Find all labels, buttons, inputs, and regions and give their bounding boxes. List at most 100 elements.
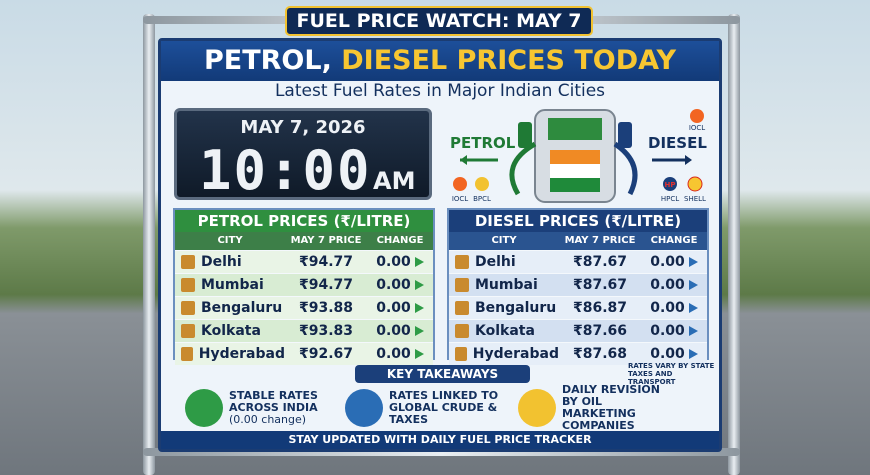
hose [613, 141, 638, 196]
logo-label: HPCL [661, 195, 679, 203]
table-row: Delhi ₹87.67 0.00 [449, 251, 707, 273]
change: 0.00 [650, 323, 685, 339]
arrow [685, 155, 692, 165]
price: ₹87.68 [572, 346, 628, 362]
change-arrow [414, 349, 424, 359]
city: Kolkata [201, 323, 261, 339]
city-icon [181, 255, 195, 269]
icon [345, 389, 383, 427]
city-cell: Delhi [175, 251, 285, 273]
table-row: Hyderabad ₹87.68 0.00 [449, 343, 707, 365]
column-header: CHANGE [376, 235, 424, 246]
city: Bengaluru [475, 300, 557, 316]
arrow [460, 155, 467, 165]
takeaway-text: RATES LINKED TO GLOBAL CRUDE & TAXES [389, 389, 499, 426]
pump-graphic: PETROL DIESEL IOCL IOCL BPCL HP HPCL SHE… [450, 109, 707, 203]
city-cell: Kolkata [449, 320, 559, 342]
takeaway: DAILY REVISION BY OIL MARKETING COMPANIE… [518, 383, 718, 432]
logo [690, 109, 704, 123]
city-cell: Mumbai [175, 274, 285, 296]
change-cell: 0.00 [641, 274, 707, 296]
logo [663, 177, 677, 191]
takeaway-text: DAILY REVISION BY OIL MARKETING COMPANIE… [562, 383, 660, 432]
city-icon [181, 347, 193, 361]
table-row: Mumbai ₹87.67 0.00 [449, 274, 707, 296]
city-cell: Mumbai [449, 274, 559, 296]
logo [453, 177, 467, 191]
price: ₹93.88 [298, 300, 354, 316]
logo-label: BPCL [473, 195, 491, 203]
takeaway: STABLE RATES ACROSS INDIA (0.00 change) [185, 386, 335, 430]
change-cell: 0.00 [367, 297, 433, 319]
pole [143, 14, 155, 475]
price: ₹94.77 [298, 254, 354, 270]
city-cell: Delhi [449, 251, 559, 273]
meridiem: AM [373, 167, 416, 195]
change-arrow [688, 257, 698, 267]
change: 0.00 [376, 277, 411, 293]
hose [509, 141, 537, 196]
change-arrow [414, 303, 424, 313]
petrol-label: PETROL [450, 134, 516, 152]
change-arrow [688, 303, 698, 313]
city: Mumbai [475, 277, 538, 293]
city-cell: Bengaluru [175, 297, 285, 319]
date: MAY 7, 2026 [240, 117, 366, 138]
table-row: Hyderabad ₹92.67 0.00 [175, 343, 433, 365]
change-arrow [414, 326, 424, 336]
city-icon [455, 347, 467, 361]
change: 0.00 [650, 300, 685, 316]
change-cell: 0.00 [367, 251, 433, 273]
city-icon [455, 301, 469, 315]
flag-band [550, 178, 600, 192]
title: PETROL, DIESEL PRICES TODAY [161, 41, 719, 81]
table-row: Bengaluru ₹86.87 0.00 [449, 297, 707, 319]
title-petrol: PETROL, [203, 45, 332, 76]
table-row: Kolkata ₹93.83 0.00 [175, 320, 433, 342]
title-diesel: DIESEL PRICES TODAY [341, 45, 677, 76]
change-cell: 0.00 [367, 274, 433, 296]
logo-mark: HP [665, 181, 676, 189]
city: Delhi [475, 254, 516, 270]
note: RATES VARY BY STATE TAXES AND TRANSPORT [628, 362, 715, 386]
city: Delhi [201, 254, 242, 270]
petrol-table: PETROL PRICES (₹/LITRE) CITY MAY 7 PRICE CH… [173, 208, 435, 365]
pump-screen [548, 118, 602, 140]
table-row: Delhi ₹94.77 0.00 [175, 251, 433, 273]
table-header: CITY MAY 7 PRICE CHANGE [449, 232, 707, 250]
icon [185, 389, 223, 427]
column-header: CITY [217, 235, 243, 246]
nozzle [518, 122, 532, 148]
banner: FUEL PRICE WATCH: MAY 7 [285, 6, 593, 36]
logo [475, 177, 489, 191]
logo [687, 176, 703, 192]
city-cell: Bengaluru [449, 297, 559, 319]
change-arrow [414, 257, 424, 267]
change-cell: 0.00 [641, 343, 707, 365]
takeaway-text: STABLE RATES ACROSS INDIA [229, 389, 318, 414]
table-row: Mumbai ₹94.77 0.00 [175, 274, 433, 296]
takeaways-title: KEY TAKEAWAYS [355, 365, 530, 383]
flag-band [550, 150, 600, 164]
change-arrow [688, 280, 698, 290]
city-cell: Hyderabad [175, 343, 285, 365]
price: ₹86.87 [572, 300, 628, 316]
city-icon [181, 324, 195, 338]
change-cell: 0.00 [367, 320, 433, 342]
price: ₹93.83 [298, 323, 354, 339]
city: Mumbai [201, 277, 264, 293]
price: ₹87.67 [572, 254, 628, 270]
city-icon [181, 278, 195, 292]
change-cell: 0.00 [641, 297, 707, 319]
city: Kolkata [475, 323, 535, 339]
city: Hyderabad [472, 346, 559, 362]
table-row: Bengaluru ₹93.88 0.00 [175, 297, 433, 319]
column-header: CHANGE [650, 235, 698, 246]
change: 0.00 [650, 346, 685, 362]
subtitle: Latest Fuel Rates in Major Indian Cities [274, 81, 606, 101]
column-header: MAY 7 PRICE [564, 235, 636, 246]
logo-label: IOCL [452, 195, 468, 203]
change-arrow [688, 349, 698, 359]
city-cell: Hyderabad [449, 343, 559, 365]
